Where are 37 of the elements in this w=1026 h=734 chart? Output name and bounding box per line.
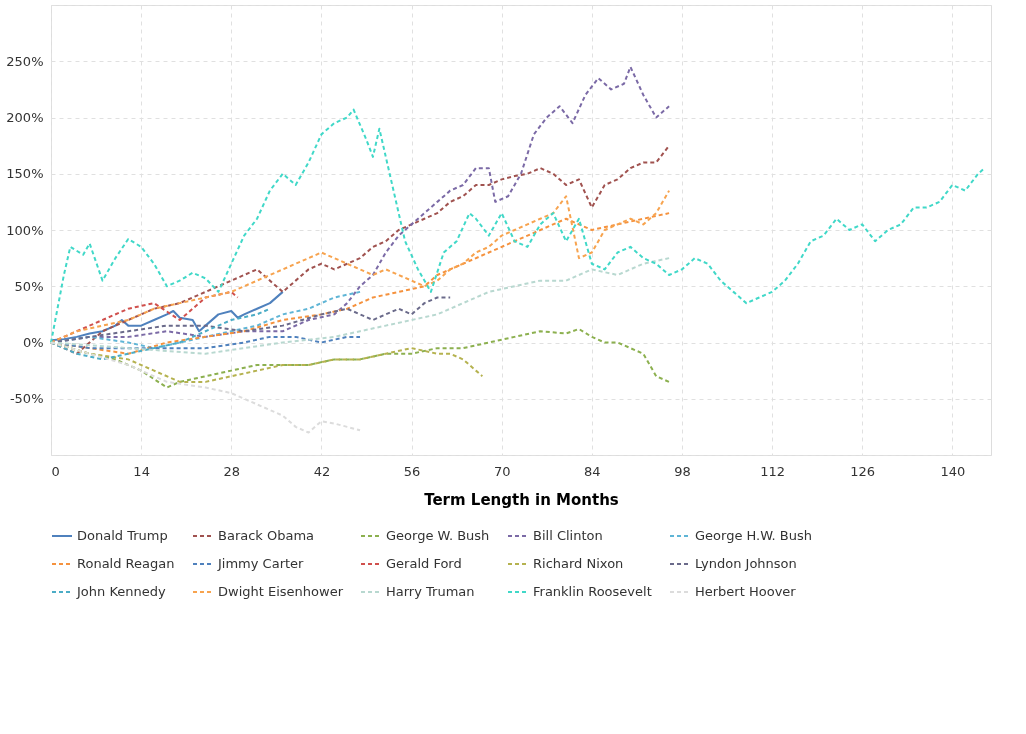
legend-label: George H.W. Bush <box>695 528 812 543</box>
x-tick-label: 42 <box>313 463 331 479</box>
y-tick-label: 250% <box>6 53 44 69</box>
line-series <box>50 108 986 344</box>
y-tick-label: 0% <box>22 335 44 350</box>
y-tick-label: -50% <box>9 391 44 407</box>
legend-label: Ronald Reagan <box>77 556 175 571</box>
y-tick-label: 100% <box>6 222 44 238</box>
line-series <box>50 307 271 361</box>
x-tick-label: 56 <box>403 463 421 479</box>
legend-label: John Kennedy <box>76 584 166 599</box>
legend-label: Bill Clinton <box>533 528 603 543</box>
legend-label: Franklin Roosevelt <box>533 584 652 599</box>
line-series <box>50 189 671 344</box>
legend-label: Lyndon Johnson <box>695 556 797 571</box>
legend-label: Barack Obama <box>218 528 315 543</box>
x-tick-label: 84 <box>584 463 601 479</box>
x-tick-label: 14 <box>133 463 150 479</box>
legend-label: Herbert Hoover <box>695 584 797 599</box>
x-tick-label: 70 <box>493 463 511 479</box>
legend-label: Donald Trump <box>77 528 168 543</box>
x-tick-label: 28 <box>223 463 241 479</box>
legend-label: Richard Nixon <box>533 556 624 571</box>
y-tick-label: 200% <box>6 110 44 125</box>
y-tick-label: 150% <box>6 166 44 182</box>
y-tick-label: 50% <box>14 278 44 294</box>
x-tick-label: 140 <box>940 463 966 479</box>
legend-label: George W. Bush <box>386 528 490 543</box>
legend-label: Jimmy Carter <box>217 556 305 571</box>
x-tick-label: 126 <box>850 463 876 479</box>
legend-label: Dwight Eisenhower <box>218 584 344 599</box>
legend-label: Harry Truman <box>386 584 475 599</box>
x-tick-label: 112 <box>760 463 786 479</box>
x-axis-title: Term Length in Months <box>424 490 619 509</box>
x-tick-label: 98 <box>674 463 691 479</box>
x-tick-label: 0 <box>51 463 60 479</box>
legend-label: Gerald Ford <box>386 556 462 571</box>
